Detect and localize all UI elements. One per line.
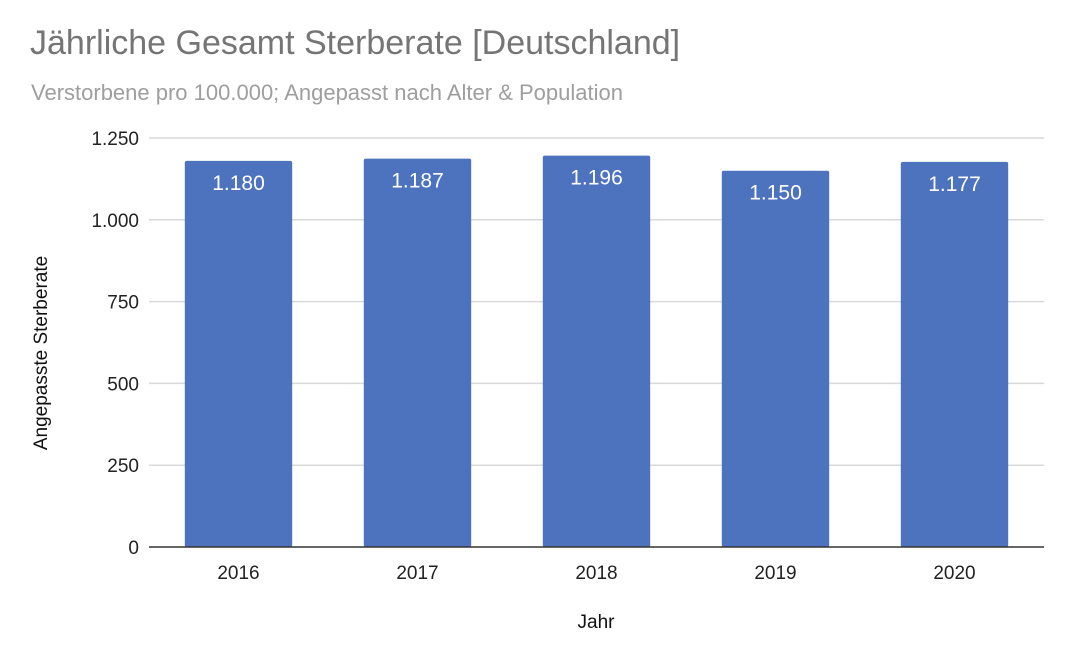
y-tick-label: 1.000 <box>91 211 139 232</box>
data-label-2016: 1.180 <box>212 172 265 195</box>
data-label-2017: 1.187 <box>391 170 444 193</box>
y-tick-label: 250 <box>107 456 139 477</box>
x-tick-label: 2018 <box>575 563 617 584</box>
chart-subtitle: Verstorbene pro 100.000; Angepasst nach … <box>31 80 623 105</box>
bar-2016 <box>184 160 293 548</box>
y-tick-label: 500 <box>107 374 139 395</box>
bar-2018 <box>542 155 651 547</box>
x-tick-label: 2020 <box>933 563 975 584</box>
y-tick-label: 1.250 <box>91 129 139 150</box>
bars: 1.180 1.187 1.196 1.150 1.177 <box>184 155 1009 548</box>
bar-2020 <box>900 161 1009 547</box>
x-tick-label: 2016 <box>217 563 259 584</box>
data-label-2018: 1.196 <box>570 167 623 190</box>
x-axis-title: Jahr <box>578 612 616 633</box>
axes: 0 250 500 750 1.000 1.250 2016 2017 2018 2019 2020 <box>91 129 1044 584</box>
bar-2019 <box>721 170 830 547</box>
y-tick-label: 0 <box>128 538 139 559</box>
data-label-2020: 1.177 <box>928 173 981 196</box>
data-label-2019: 1.150 <box>749 182 802 205</box>
chart-title: Jährliche Gesamt Sterberate [Deutschland… <box>30 24 681 62</box>
y-axis-title: Angepasste Sterberate <box>31 256 52 450</box>
x-tick-label: 2019 <box>754 563 796 584</box>
y-tick-label: 750 <box>107 293 139 314</box>
bar-2017 <box>363 158 472 548</box>
x-tick-label: 2017 <box>396 563 438 584</box>
